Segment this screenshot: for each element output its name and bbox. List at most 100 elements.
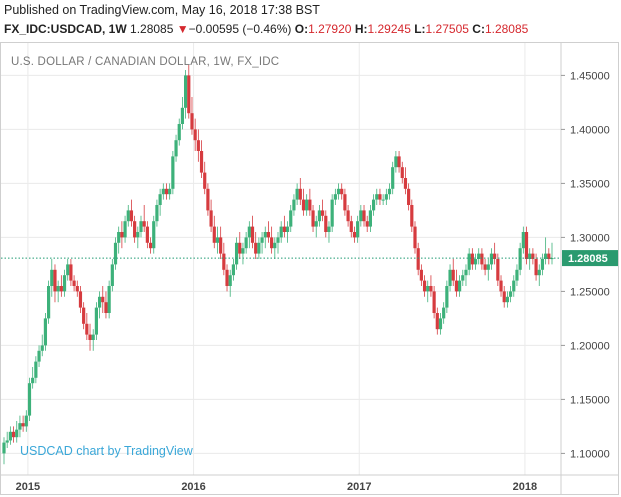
candle-body: [15, 429, 19, 438]
candle-body: [477, 253, 481, 259]
candle-body: [164, 188, 169, 195]
candle-body: [499, 280, 503, 292]
last-price-label: 1.28085: [568, 253, 608, 265]
candle-body: [34, 361, 38, 378]
candle-body: [171, 156, 175, 189]
candle-body: [301, 199, 306, 211]
open-value: 1.27920: [308, 22, 352, 36]
candle-body: [257, 242, 261, 254]
chart-title: U.S. DOLLAR / CANADIAN DOLLAR, 1W, FX_ID…: [11, 56, 280, 68]
high-value: 1.29245: [367, 22, 411, 36]
candle-body: [346, 210, 350, 222]
candle-body: [184, 75, 188, 108]
candle-body: [285, 226, 290, 232]
candle-body: [126, 210, 130, 222]
candle-body: [368, 210, 372, 227]
candle-body: [308, 199, 312, 211]
candle-body: [11, 431, 16, 438]
candle-body: [480, 253, 484, 265]
candle-body: [387, 188, 392, 195]
candle-body: [458, 280, 462, 292]
candle-body: [461, 275, 465, 281]
candle-body: [94, 307, 98, 335]
candle-body: [31, 377, 35, 384]
candle-body: [531, 253, 535, 259]
candle-body: [343, 194, 347, 211]
low-label: L:: [414, 22, 426, 36]
candle-body: [263, 232, 267, 238]
low-value: 1.27505: [425, 22, 469, 36]
candle-body: [298, 188, 302, 200]
candle-body: [250, 226, 255, 243]
candle-body: [349, 221, 353, 232]
x-tick-label: 2018: [513, 481, 537, 493]
candle-body: [454, 280, 459, 292]
candle-body: [56, 286, 60, 292]
candle-body: [222, 253, 226, 270]
candle-body: [483, 264, 487, 270]
x-tick-label: 2017: [347, 481, 371, 493]
candle-body: [254, 242, 258, 254]
candle-body: [410, 205, 414, 227]
candle-body: [82, 307, 86, 324]
candle-body: [375, 194, 379, 200]
candle-body: [145, 226, 149, 243]
candle-body: [238, 242, 242, 254]
candle-body: [244, 237, 248, 249]
candle-body: [203, 172, 207, 189]
y-tick-label: 1.45000: [570, 70, 610, 82]
candle-body: [69, 264, 73, 281]
candle-body: [512, 280, 516, 292]
candle-body: [317, 210, 322, 222]
candle-body: [225, 269, 229, 286]
candle-body: [489, 253, 494, 265]
candle-body: [381, 199, 385, 201]
chart-credit-link[interactable]: USDCAD chart by TradingView: [20, 444, 193, 458]
candle-body: [78, 291, 83, 308]
candle-body: [289, 210, 293, 227]
candle-body: [333, 194, 337, 200]
candle-body: [107, 286, 111, 313]
candle-body: [371, 199, 376, 211]
close-value: 1.28085: [484, 22, 529, 36]
candle-body: [403, 178, 408, 189]
candle-body: [336, 188, 341, 195]
candle-body: [209, 210, 213, 227]
candle-body: [168, 188, 172, 195]
candle-body: [340, 188, 344, 195]
candle-body: [311, 210, 315, 227]
candle-body: [400, 167, 404, 178]
candle-body: [305, 199, 309, 211]
candle-body: [152, 221, 156, 249]
published-note: Published on TradingView.com, May 16, 20…: [4, 3, 320, 17]
candle-body: [524, 232, 529, 259]
candle-body: [88, 334, 92, 340]
candle-body: [419, 269, 423, 281]
candle-body: [534, 259, 538, 276]
candle-body: [521, 232, 525, 249]
candle-body: [187, 75, 191, 114]
y-tick-label: 1.10000: [570, 448, 610, 460]
candle-body: [136, 232, 140, 238]
candle-body: [324, 215, 328, 232]
candle-body: [486, 264, 490, 270]
candle-body: [231, 264, 235, 276]
candle-body: [142, 221, 146, 227]
y-tick-label: 1.30000: [570, 232, 610, 244]
candle-body: [101, 296, 105, 303]
open-label: O:: [294, 22, 309, 36]
candle-body: [24, 415, 28, 427]
candle-body: [547, 253, 551, 259]
candle-body: [321, 210, 325, 216]
y-tick-label: 1.40000: [570, 124, 610, 136]
candle-body: [537, 269, 541, 276]
candle-body: [117, 232, 121, 243]
candle-body: [53, 269, 57, 292]
candle-body: [206, 188, 210, 211]
candle-body: [66, 264, 70, 276]
candle-body: [212, 226, 216, 243]
candle-body: [327, 226, 331, 232]
candle-body: [104, 302, 108, 313]
candle-body: [234, 242, 239, 265]
